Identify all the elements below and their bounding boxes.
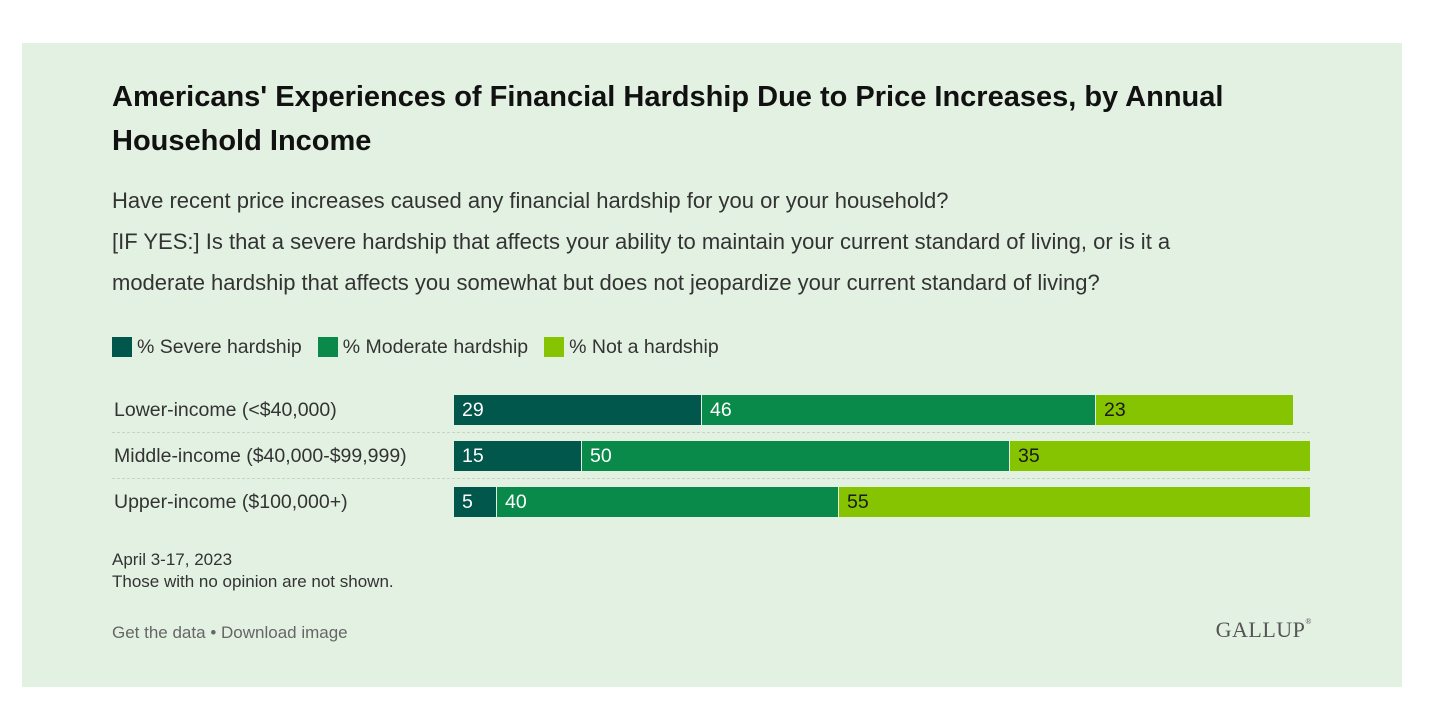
bar-row: 29 46 23 [454,395,1310,425]
legend-item-not-a-hardship: % Not a hardship [544,336,719,359]
legend-item-moderate-hardship: % Moderate hardship [317,335,529,359]
chart-links: Get the data • Download image [112,623,348,643]
subtitle-line-3: moderate hardship that affects you somew… [112,270,1100,295]
get-data-link[interactable]: Get the data [112,623,206,642]
data-label: 35 [1018,445,1040,467]
survey-date: April 3-17, 2023 [112,550,233,569]
bar-segment-severe-hardship: 29 [454,395,702,425]
row-divider [112,432,1310,433]
category-label: Lower-income (<$40,000) [114,399,337,421]
chart-legend: % Severe hardship % Moderate hardship % No… [112,335,735,359]
legend-label: % Severe hardship [137,335,302,358]
link-separator: • [210,623,217,642]
category-label: Middle-income ($40,000-$99,999) [114,445,407,467]
chart-notes: April 3-17, 2023 Those with no opinion a… [112,549,394,593]
category-label: Upper-income ($100,000+) [114,491,348,513]
data-label: 46 [710,399,732,421]
data-label: 50 [590,445,612,467]
bar-row: 15 50 35 [454,441,1310,471]
footnote: Those with no opinion are not shown. [112,572,394,591]
subtitle-line-2: [IF YES:] Is that a severe hardship that… [112,229,1171,254]
bar-segment-moderate-hardship: 46 [702,395,1096,425]
bar-segment-not-a-hardship: 55 [839,487,1310,517]
bar-segment-moderate-hardship: 40 [497,487,839,517]
bar-segment-not-a-hardship: 23 [1096,395,1293,425]
data-label: 29 [462,399,484,421]
data-label: 40 [505,491,527,513]
legend-swatch [317,337,338,357]
legend-label: % Not a hardship [569,335,719,358]
legend-swatch [112,337,132,357]
registered-mark: ® [1305,617,1312,626]
chart-card: Americans' Experiences of Financial Hard… [22,43,1402,687]
subtitle-line-1: Have recent price increases caused any f… [112,188,949,213]
row-divider [112,478,1310,479]
chart-subtitle: Have recent price increases caused any f… [112,180,1312,303]
brand-name: GALLUP [1215,617,1306,642]
bar-segment-moderate-hardship: 50 [582,441,1010,471]
bar-segment-not-a-hardship: 35 [1010,441,1310,471]
data-label: 23 [1104,399,1126,421]
data-label: 55 [847,491,869,513]
legend-item-severe-hardship: % Severe hardship [112,336,302,359]
data-label: 5 [462,491,473,513]
legend-label: % Moderate hardship [342,335,529,358]
bar-row: 5 40 55 [454,487,1310,517]
download-image-link[interactable]: Download image [221,623,348,642]
bar-segment-severe-hardship: 15 [454,441,582,471]
bar-segment-severe-hardship: 5 [454,487,497,517]
chart-title: Americans' Experiences of Financial Hard… [112,81,1224,157]
data-label: 15 [462,445,484,467]
legend-swatch [544,337,565,357]
gallup-logo: GALLUP® [1216,617,1312,643]
